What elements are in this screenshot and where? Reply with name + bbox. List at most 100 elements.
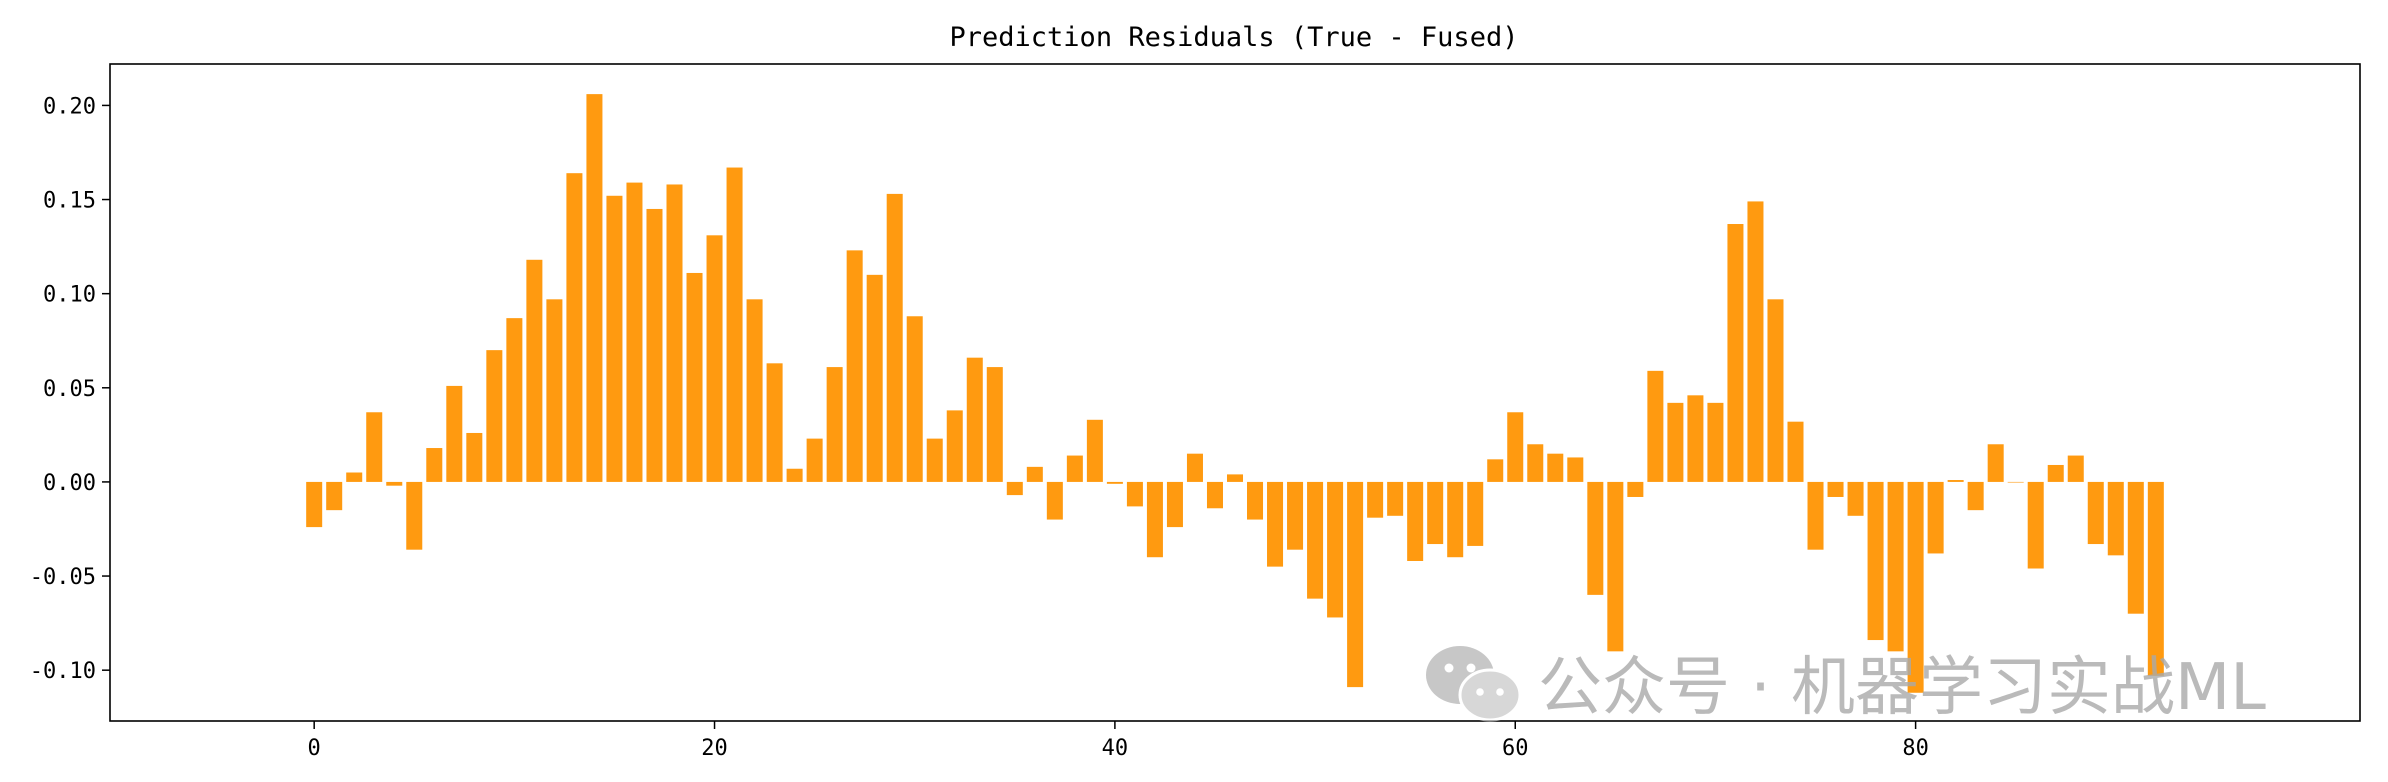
bar-83: [1967, 481, 1984, 511]
bar-28: [866, 274, 883, 482]
x-tick-label: 40: [1102, 736, 1129, 761]
x-tick-label: 60: [1502, 736, 1529, 761]
bar-10: [506, 318, 523, 482]
bar-81: [1927, 481, 1944, 554]
bar-88: [2067, 455, 2084, 482]
bar-37: [1046, 481, 1063, 520]
bar-90: [2107, 481, 2124, 556]
bar-42: [1146, 481, 1163, 558]
bar-32: [946, 410, 963, 482]
bar-23: [766, 363, 783, 482]
watermark-text: 公众号 · 机器学习实战ML: [1538, 651, 2266, 725]
bar-89: [2087, 481, 2104, 545]
bar-79: [1887, 481, 1904, 652]
bar-59: [1487, 459, 1504, 482]
bar-9: [486, 350, 503, 482]
y-tick-label: -0.05: [30, 565, 96, 590]
bar-26: [826, 367, 843, 482]
bar-52: [1347, 481, 1364, 688]
bar-75: [1807, 481, 1824, 550]
bars-group: [306, 94, 2164, 693]
bar-12: [546, 299, 563, 482]
bar-25: [806, 438, 823, 482]
bar-46: [1226, 474, 1244, 482]
bar-92: [2147, 481, 2164, 676]
bar-20: [706, 235, 723, 482]
chart-title: Prediction Residuals (True - Fused): [950, 22, 1519, 53]
bar-3: [366, 412, 383, 482]
bar-64: [1587, 481, 1604, 595]
bar-7: [446, 385, 463, 482]
bar-58: [1467, 481, 1484, 546]
y-tick-label: 0.00: [43, 471, 96, 496]
bar-45: [1206, 481, 1223, 509]
bar-22: [746, 299, 763, 482]
plot-frame: [109, 63, 2361, 722]
bar-49: [1287, 481, 1304, 550]
y-tick-label: 0.05: [43, 377, 96, 402]
bar-50: [1307, 481, 1324, 599]
bar-77: [1847, 481, 1864, 516]
bar-4: [386, 481, 403, 486]
bar-47: [1247, 481, 1264, 520]
bar-80: [1907, 481, 1924, 693]
bar-17: [646, 208, 663, 482]
bar-54: [1387, 481, 1404, 516]
bar-53: [1367, 481, 1384, 518]
bar-13: [566, 173, 583, 482]
bar-0: [306, 481, 323, 528]
bar-33: [966, 357, 983, 482]
bar-30: [906, 316, 923, 482]
bar-61: [1527, 444, 1544, 482]
bar-19: [686, 272, 703, 482]
x-axis: 0 20 40 60 80: [308, 721, 1929, 761]
bar-34: [986, 367, 1003, 482]
wechat-icon: [1426, 646, 1522, 722]
bar-78: [1867, 481, 1884, 641]
bar-27: [846, 250, 863, 482]
bar-56: [1427, 481, 1444, 545]
bar-60: [1507, 412, 1524, 482]
bar-43: [1166, 481, 1183, 528]
bar-62: [1547, 453, 1564, 482]
bar-41: [1126, 481, 1143, 507]
bar-6: [426, 448, 443, 482]
bar-63: [1567, 457, 1584, 482]
bar-74: [1787, 421, 1804, 482]
bar-67: [1647, 370, 1664, 482]
bar-29: [886, 193, 903, 482]
bar-73: [1767, 299, 1784, 482]
bar-21: [726, 167, 743, 482]
bar-76: [1827, 481, 1844, 497]
bar-40: [1106, 481, 1123, 484]
bar-31: [926, 438, 943, 482]
x-tick-label: 80: [1902, 736, 1929, 761]
bar-69: [1687, 395, 1704, 482]
y-tick-label: 0.15: [43, 189, 96, 214]
bar-11: [526, 259, 543, 482]
bar-5: [406, 481, 423, 550]
bar-38: [1066, 455, 1083, 482]
bar-68: [1667, 402, 1684, 482]
bar-70: [1707, 402, 1724, 482]
bar-48: [1267, 481, 1284, 567]
bar-24: [786, 468, 803, 482]
bar-71: [1727, 224, 1744, 482]
y-tick-label: -0.10: [30, 659, 96, 684]
bar-14: [586, 94, 603, 482]
bar-65: [1607, 481, 1624, 652]
bar-84: [1987, 444, 2004, 482]
bar-82: [1947, 480, 1964, 482]
x-tick-label: 20: [701, 736, 728, 761]
bar-85: [2007, 481, 2024, 483]
bar-15: [606, 195, 623, 482]
bar-1: [326, 481, 343, 511]
watermark: 公众号 · 机器学习实战ML: [1426, 646, 2266, 725]
bar-72: [1747, 201, 1764, 482]
bar-55: [1407, 481, 1424, 561]
bar-18: [666, 184, 683, 482]
bar-39: [1086, 419, 1103, 482]
bar-57: [1447, 481, 1464, 558]
bar-2: [346, 472, 363, 482]
bar-91: [2127, 481, 2144, 614]
